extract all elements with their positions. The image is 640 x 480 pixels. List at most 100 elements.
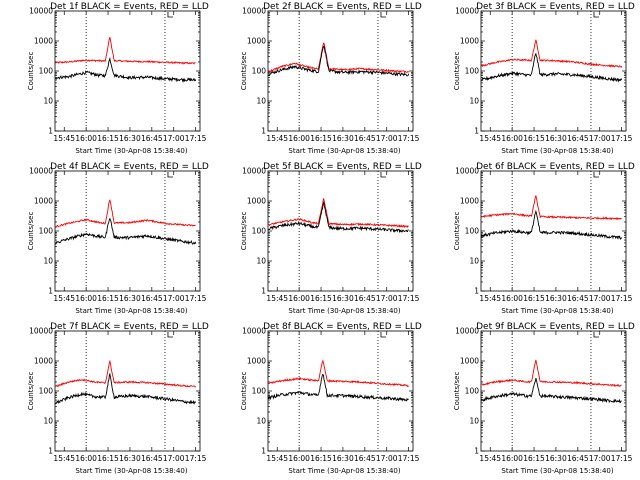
x-tick-label: 16:45: [141, 454, 163, 463]
series-lld-line: [481, 194, 622, 221]
x-tick-label: 17:00: [589, 294, 611, 303]
x-tick-label: 16:45: [354, 454, 376, 463]
y-tick-label: 10000: [242, 327, 266, 336]
y-tick-label: 10: [469, 417, 479, 426]
x-tick-label: 17:15: [398, 294, 420, 303]
panel-det-9: Det 9f BLACK = Events, RED = LLD Counts/s…: [453, 322, 635, 475]
series-events-line: [481, 52, 623, 83]
x-tick-label: 16:15: [97, 454, 119, 463]
x-tick-label: 16:15: [310, 454, 332, 463]
y-tick-label: 10: [469, 257, 479, 266]
y-axis-label: Counts/sec: [453, 52, 461, 91]
plot-frame: [54, 330, 201, 452]
y-tick-label: 10: [256, 417, 266, 426]
interval-marker: [593, 12, 599, 18]
y-axis-label: Counts/sec: [240, 52, 248, 91]
y-tick-label: 10000: [29, 167, 53, 176]
x-tick-label: 15:45: [266, 454, 288, 463]
x-tick-label: 16:15: [523, 454, 545, 463]
interval-marker: [167, 12, 173, 18]
plot-frame: [54, 10, 201, 132]
y-tick-label: 100: [252, 387, 267, 396]
x-tick-label: 16:15: [97, 294, 119, 303]
x-tick-label: 17:00: [376, 134, 398, 143]
y-tick-label: 10: [43, 417, 53, 426]
series-events-line: [481, 377, 622, 404]
x-tick-label: 16:30: [332, 454, 354, 463]
x-tick-label: 17:00: [376, 454, 398, 463]
x-tick-label: 16:30: [545, 454, 567, 463]
y-tick-label: 10000: [242, 7, 266, 16]
x-tick-label: 15:45: [479, 294, 501, 303]
x-tick-label: 16:30: [332, 134, 354, 143]
y-tick-label: 100: [465, 67, 480, 76]
x-tick-label: 15:45: [479, 454, 501, 463]
series-lld-line: [481, 359, 622, 387]
y-tick-label: 1000: [247, 197, 266, 206]
interval-marker: [167, 172, 173, 178]
y-tick-label: 10: [256, 257, 266, 266]
x-tick-label: 17:00: [589, 134, 611, 143]
y-tick-label: 10: [469, 97, 479, 106]
x-tick-label: 17:15: [185, 454, 207, 463]
x-tick-label: 16:00: [501, 294, 523, 303]
y-tick-label: 1: [48, 287, 53, 296]
x-tick-label: 17:15: [611, 454, 633, 463]
x-tick-label: 16:15: [523, 294, 545, 303]
x-axis-label: Start Time (30-Apr-08 15:38:40): [75, 147, 187, 155]
x-tick-label: 16:00: [75, 294, 97, 303]
x-tick-label: 16:00: [288, 454, 310, 463]
plot-frame: [267, 10, 414, 132]
x-axis-label: Start Time (30-Apr-08 15:38:40): [288, 307, 400, 315]
panel-title: Det 4f BLACK = Events, RED = LLD: [50, 162, 209, 172]
y-tick-label: 10000: [455, 327, 479, 336]
y-axis-label: Counts/sec: [27, 52, 35, 91]
y-tick-label: 10000: [455, 167, 479, 176]
panel-det-4: Det 4f BLACK = Events, RED = LLD Counts/s…: [27, 162, 209, 315]
x-tick-label: 16:45: [567, 294, 589, 303]
series-events-line: [268, 45, 410, 77]
series-lld-line: [268, 197, 409, 229]
series-lld-line: [268, 359, 409, 387]
y-tick-label: 1000: [247, 357, 266, 366]
x-tick-label: 16:15: [97, 134, 119, 143]
x-tick-label: 17:00: [376, 294, 398, 303]
y-tick-label: 1: [474, 447, 479, 456]
x-tick-label: 16:00: [75, 134, 97, 143]
x-tick-label: 15:45: [53, 294, 75, 303]
series-lld-line: [55, 359, 196, 388]
series-events-line: [55, 56, 197, 83]
y-tick-label: 10000: [29, 7, 53, 16]
x-tick-label: 17:00: [163, 294, 185, 303]
series-lld-line: [268, 42, 409, 73]
series-events-line: [55, 217, 197, 245]
x-tick-label: 16:45: [354, 134, 376, 143]
series-lld-line: [55, 199, 196, 229]
y-tick-label: 10000: [455, 7, 479, 16]
x-tick-label: 16:15: [523, 134, 545, 143]
x-tick-label: 16:45: [567, 134, 589, 143]
panel-title: Det 9f BLACK = Events, RED = LLD: [476, 322, 635, 332]
x-tick-label: 17:15: [611, 294, 633, 303]
y-tick-label: 1: [48, 127, 53, 136]
x-tick-label: 16:30: [119, 134, 141, 143]
x-tick-label: 17:15: [185, 294, 207, 303]
x-axis-label: Start Time (30-Apr-08 15:38:40): [288, 147, 400, 155]
y-tick-label: 1000: [247, 37, 266, 46]
y-tick-label: 100: [465, 227, 480, 236]
panel-title: Det 2f BLACK = Events, RED = LLD: [263, 2, 422, 12]
y-tick-label: 1000: [460, 357, 479, 366]
y-tick-label: 100: [39, 387, 54, 396]
x-tick-label: 15:45: [266, 294, 288, 303]
x-tick-label: 16:00: [75, 454, 97, 463]
y-tick-label: 1000: [460, 197, 479, 206]
x-axis-label: Start Time (30-Apr-08 15:38:40): [501, 467, 613, 475]
series-lld-line: [481, 39, 623, 69]
y-tick-label: 1000: [460, 37, 479, 46]
y-tick-label: 100: [465, 387, 480, 396]
interval-marker: [380, 332, 386, 338]
series-lld-line: [55, 36, 196, 65]
panel-det-5: Det 5f BLACK = Events, RED = LLD Counts/s…: [240, 162, 422, 315]
series-events-line: [268, 201, 409, 234]
plot-frame: [267, 170, 414, 292]
